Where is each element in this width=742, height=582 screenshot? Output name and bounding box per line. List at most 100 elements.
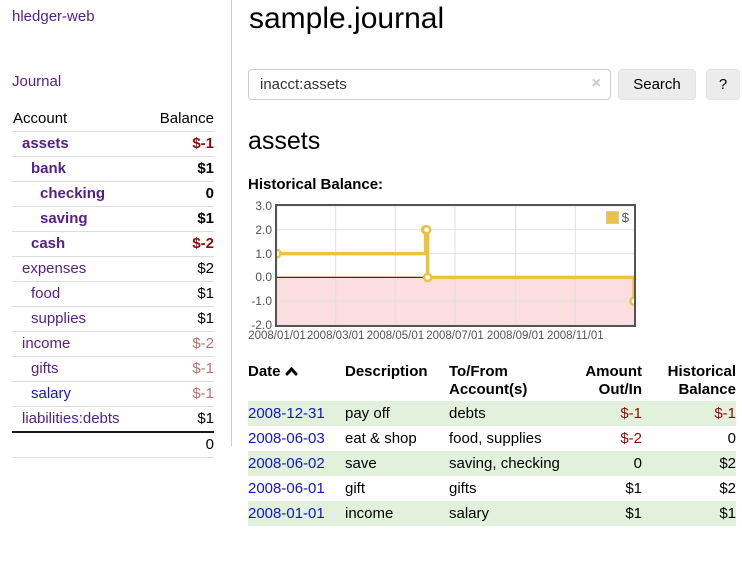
transaction-description: pay off — [345, 405, 390, 422]
sidebar-account-link[interactable]: bank — [31, 160, 67, 177]
sidebar-account-link[interactable]: cash — [31, 235, 66, 252]
account-balance: $-2 — [145, 231, 214, 257]
date-header-label: Date — [248, 363, 281, 380]
transaction-accounts: salary — [449, 505, 490, 522]
sidebar-account-link[interactable]: supplies — [31, 310, 87, 327]
y-axis-tick-label: -1.0 — [251, 294, 272, 309]
x-axis-tick-label: 2008/01/01 — [248, 330, 306, 342]
transaction-balance: $2 — [719, 455, 736, 472]
sidebar-account-link[interactable]: food — [31, 285, 61, 302]
transaction-date-link[interactable]: 2008-01-01 — [248, 505, 325, 522]
accounts-total-row: 0 — [12, 431, 214, 458]
transaction-balance: 0 — [727, 430, 736, 447]
account-row: income $-2 — [12, 331, 214, 357]
sidebar-account-link[interactable]: income — [22, 335, 71, 352]
column-header-accounts: To/From Account(s) — [449, 363, 528, 398]
clear-search-icon[interactable]: × — [591, 75, 601, 92]
search-input[interactable] — [248, 69, 611, 100]
accounts-header-account: Account — [12, 107, 146, 132]
column-header-date[interactable]: Date — [248, 361, 345, 401]
account-row: bank $1 — [12, 156, 214, 182]
transaction-row: 2008-01-01 income salary $1 $1 — [248, 501, 736, 526]
account-row: liabilities:debts $1 — [12, 406, 214, 433]
account-row: salary $-1 — [12, 381, 214, 407]
x-axis-tick-label: 2008/09/01 — [486, 330, 545, 342]
transaction-row: 2008-06-03 eat & shop food, supplies $-2 0 — [248, 426, 736, 451]
transactions-tbody: 2008-12-31 pay off debts $-1 $-1 2008-06-03 ea… — [248, 401, 736, 526]
transaction-amount: $-2 — [620, 430, 642, 447]
sidebar-item-journal[interactable]: Journal — [12, 73, 62, 90]
legend-swatch — [605, 211, 619, 224]
y-axis-tick-label: 0.0 — [255, 270, 272, 285]
account-row: saving $1 — [12, 206, 214, 232]
account-balance: $1 — [145, 281, 214, 307]
sidebar-account-link[interactable]: assets — [22, 135, 69, 152]
account-row: supplies $1 — [12, 306, 214, 332]
accounts-table: Account Balance assets $-1 bank $1 checking 0… — [12, 107, 214, 458]
transaction-balance: $1 — [719, 505, 736, 522]
account-balance: $-1 — [145, 381, 214, 407]
x-axis-tick-label: 2008/07/01 — [426, 330, 484, 342]
transaction-description: income — [345, 505, 394, 522]
account-balance: $2 — [145, 256, 214, 282]
column-header-balance: Historical Balance — [667, 363, 736, 398]
chart-plot-area: $ — [275, 204, 636, 327]
account-row: assets $-1 — [12, 131, 214, 157]
transaction-amount: 0 — [633, 455, 642, 472]
transaction-amount: $1 — [625, 480, 642, 497]
y-axis-tick-label: -2.0 — [251, 318, 272, 332]
legend-label: $ — [621, 210, 629, 225]
chart-title: Historical Balance: — [248, 176, 384, 193]
account-balance: $-2 — [145, 331, 214, 357]
account-balance: $1 — [145, 156, 214, 182]
app-brand-link[interactable]: hledger-web — [12, 8, 95, 25]
transaction-date-link[interactable]: 2008-06-01 — [248, 480, 325, 497]
sidebar-account-link[interactable]: saving — [40, 210, 88, 227]
account-row: expenses $2 — [12, 256, 214, 282]
transaction-date-link[interactable]: 2008-12-31 — [248, 405, 325, 422]
transaction-accounts: food, supplies — [449, 430, 542, 447]
transaction-accounts: debts — [449, 405, 486, 422]
x-axis-tick-label: 2008/11/01 — [546, 330, 604, 342]
x-axis-tick-label: 2008/05/01 — [366, 330, 425, 342]
page-title: sample.journal — [249, 2, 445, 35]
sidebar-account-link[interactable]: gifts — [31, 360, 59, 377]
transaction-date-link[interactable]: 2008-06-02 — [248, 455, 325, 472]
main-content: sample.journal × Search ? assets Histori… — [248, 0, 742, 526]
account-row: food $1 — [12, 281, 214, 307]
account-heading: assets — [248, 127, 321, 155]
transactions-table: Date Description To/From Account(s) Amou… — [248, 361, 736, 526]
sidebar-account-link[interactable]: liabilities:debts — [22, 410, 120, 427]
transaction-description: save — [345, 455, 377, 472]
sidebar-account-link[interactable]: salary — [31, 385, 72, 402]
sidebar: hledger-web Journal Account Balance asse… — [0, 0, 232, 458]
column-header-amount: Amount Out/In — [585, 363, 642, 398]
account-row: cash $-2 — [12, 231, 214, 257]
search-form: × Search ? — [248, 69, 742, 100]
account-balance: 0 — [145, 181, 214, 207]
transaction-accounts: gifts — [449, 480, 477, 497]
column-header-description: Description — [345, 363, 428, 380]
transaction-description: eat & shop — [345, 430, 417, 447]
account-row: checking 0 — [12, 181, 214, 207]
chart: $ 3.0 2.0 1.0 0.0 -1.0 -2.0 2008/01/01 2008/03/… — [248, 200, 742, 344]
chart-svg — [277, 206, 634, 325]
account-balance: $-1 — [145, 356, 214, 382]
sidebar-account-link[interactable]: checking — [40, 185, 106, 202]
x-axis-tick-label: 2008/03/01 — [306, 330, 365, 342]
account-balance: $1 — [145, 206, 214, 232]
accounts-header-balance: Balance — [145, 107, 214, 132]
accounts-total-value: 0 — [12, 431, 214, 458]
y-axis-tick-label: 2.0 — [255, 222, 272, 237]
chart-legend: $ — [605, 210, 629, 225]
accounts-tbody: assets $-1 bank $1 checking 0 saving $1 cash $-2 e… — [12, 131, 214, 433]
transaction-row: 2008-06-01 gift gifts $1 $2 — [248, 476, 736, 501]
account-row: gifts $-1 — [12, 356, 214, 382]
sidebar-account-link[interactable]: expenses — [22, 260, 87, 277]
search-button[interactable]: Search — [618, 69, 696, 100]
help-button[interactable]: ? — [706, 69, 740, 100]
transaction-balance: $2 — [719, 480, 736, 497]
transaction-date-link[interactable]: 2008-06-03 — [248, 430, 325, 447]
account-balance: $1 — [145, 306, 214, 332]
transaction-balance: $-1 — [714, 405, 736, 422]
